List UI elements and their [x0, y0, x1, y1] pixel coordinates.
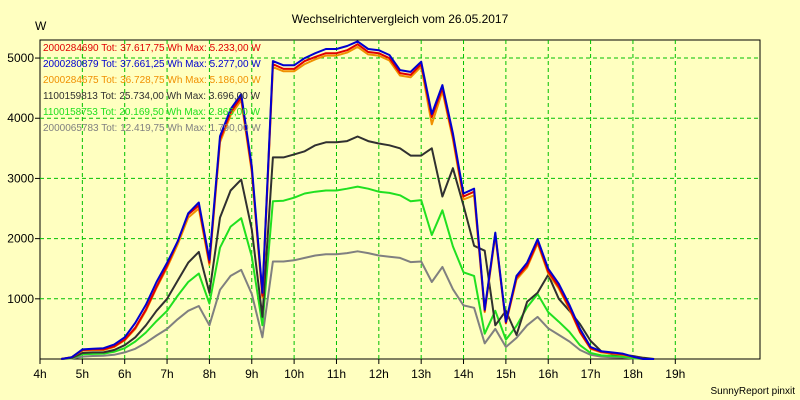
- x-tick-label: 11h: [327, 367, 346, 381]
- x-tick-label: 6h: [118, 367, 131, 381]
- y-tick-label: 2000: [7, 232, 34, 246]
- credit-label: SunnyReport pinxit: [711, 386, 796, 397]
- x-tick-label: 12h: [369, 367, 389, 381]
- x-tick-label: 19h: [665, 367, 685, 381]
- y-tick-label: 1000: [7, 292, 34, 306]
- legend-entry-2000284675: 2000284675 Tot: 36.728,75 Wh Max: 5.186,…: [43, 75, 261, 86]
- series-line-2000280879: [61, 40, 655, 360]
- legend-entry-2000065783: 2000065783 Tot: 12.419,75 Wh Max: 1.790,…: [43, 123, 261, 134]
- chart-title: Wechselrichtervergleich vom 26.05.2017: [292, 12, 509, 26]
- legend-entry-1100159813: 1100159813 Tot: 25.734,00 Wh Max: 3.696,…: [43, 91, 261, 102]
- series-line-2000065783: [61, 250, 644, 360]
- series-line-2000284690: [61, 43, 655, 360]
- x-tick-label: 18h: [623, 367, 643, 381]
- legend-entry-1100158753: 1100158753 Tot: 20.169,50 Wh Max: 2.865,…: [43, 107, 261, 118]
- x-tick-label: 4h: [33, 367, 46, 381]
- series-line-1100158753: [61, 185, 644, 360]
- plot-area: [39, 39, 761, 360]
- x-tick-label: 8h: [203, 367, 216, 381]
- grid-lines: [40, 40, 760, 359]
- x-tick-label: 7h: [160, 367, 173, 381]
- x-tick-label: 13h: [411, 367, 431, 381]
- legend-entry-2000284690: 2000284690 Tot: 37.617,75 Wh Max: 5.233,…: [43, 43, 261, 54]
- y-tick-label: 5000: [7, 51, 34, 65]
- x-tick-label: 10h: [284, 367, 304, 381]
- legend-entry-2000280879: 2000280879 Tot: 37.661,25 Wh Max: 5.277,…: [43, 59, 261, 70]
- x-tick-label: 16h: [538, 367, 558, 381]
- series-lines: [61, 40, 655, 360]
- x-tick-label: 15h: [496, 367, 516, 381]
- y-tick-label: 3000: [7, 171, 34, 185]
- x-axis-ticks: 4h 5h 6h 7h 8h 9h 10h 11h 12h 13h 14h 15h 16h 17h 18h 1…: [33, 359, 685, 381]
- x-tick-label: 5h: [76, 367, 89, 381]
- x-tick-label: 14h: [454, 367, 474, 381]
- y-tick-label: 4000: [7, 111, 34, 125]
- series-line-1100159813: [61, 135, 655, 360]
- x-tick-label: 17h: [581, 367, 601, 381]
- x-tick-label: 9h: [245, 367, 258, 381]
- y-axis-ticks: 1000 2000 3000 4000 5000: [7, 51, 40, 306]
- y-axis-unit-label: W: [35, 19, 47, 33]
- legend: 2000284690 Tot: 37.617,75 Wh Max: 5.233,…: [43, 43, 261, 134]
